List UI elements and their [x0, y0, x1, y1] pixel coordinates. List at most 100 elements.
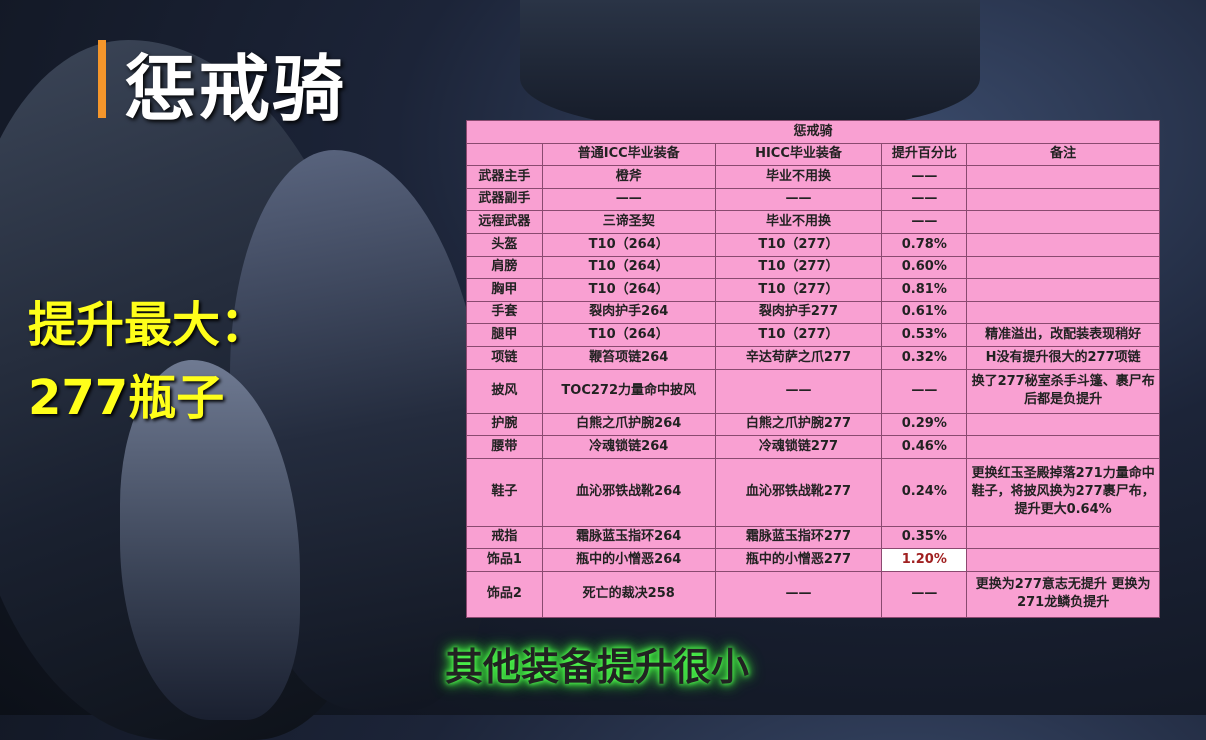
table-row: 手套 裂肉护手264 裂肉护手277 0.61% — [466, 300, 1160, 325]
table-title: 惩戒骑 — [466, 120, 1160, 144]
table-cell: 辛达苟萨之爪277 — [714, 345, 883, 370]
table-cell: —— — [881, 165, 968, 189]
table-cell: 0.32% — [881, 345, 968, 370]
table-cell: —— — [881, 187, 968, 212]
table-cell: 裂肉护手277 — [714, 300, 883, 325]
table-cell: 0.78% — [881, 232, 968, 257]
table-cell: 鞋子 — [466, 457, 543, 527]
table-cell: 更换红玉圣殿掉落271力量命中鞋子，将披风换为277裹尸布，提升更大0.64% — [966, 457, 1160, 527]
column-header: HICC毕业装备 — [714, 142, 883, 167]
table-cell: 手套 — [466, 300, 543, 325]
table-row: 戒指 霜脉蓝玉指环264 霜脉蓝玉指环277 0.35% — [466, 525, 1160, 550]
table-cell: 武器主手 — [466, 165, 543, 189]
table-cell: 戒指 — [466, 525, 543, 550]
table-cell: 更换为277意志无提升 更换为271龙鳞负提升 — [966, 570, 1160, 618]
highlight-line-2: 277瓶子 — [28, 370, 225, 426]
table-cell: 血沁邪铁战靴264 — [541, 457, 716, 527]
table-row: 武器主手 橙斧 毕业不用换 —— — [466, 165, 1160, 189]
table-row: 披风 TOC272力量命中披风 —— —— 换了277秘室杀手斗篷、裹尸布后都是负提升 — [466, 368, 1160, 414]
table-cell: 瓶中的小憎恶264 — [541, 548, 716, 572]
table-cell: —— — [541, 187, 716, 212]
table-cell: —— — [881, 368, 968, 414]
column-header: 备注 — [966, 142, 1160, 167]
table-cell: 饰品1 — [466, 548, 543, 572]
table-row: 腰带 冷魂锁链264 冷魂锁链277 0.46% — [466, 435, 1160, 459]
table-cell — [966, 548, 1160, 572]
table-cell — [966, 278, 1160, 302]
table-cell: 冷魂锁链277 — [714, 435, 883, 459]
table-cell: 腰带 — [466, 435, 543, 459]
gear-table: 惩戒骑 普通ICC毕业装备 HICC毕业装备 提升百分比 备注 武器主手 橙斧 毕业不用换… — [466, 120, 1160, 618]
table-row: 头盔 T10（264） T10（277） 0.78% — [466, 232, 1160, 257]
table-cell: T10（264） — [541, 323, 716, 347]
table-cell: 武器副手 — [466, 187, 543, 212]
table-cell — [966, 412, 1160, 437]
table-cell: 霜脉蓝玉指环264 — [541, 525, 716, 550]
table-row: 项链 鞭笞项链264 辛达苟萨之爪277 0.32% H没有提升很大的277项链 — [466, 345, 1160, 370]
table-cell: 白熊之爪护腕277 — [714, 412, 883, 437]
table-row: 武器副手 —— —— —— — [466, 187, 1160, 212]
table-cell: 1.20% — [881, 548, 968, 572]
table-cell: —— — [714, 187, 883, 212]
table-row: 远程武器 三谛圣契 毕业不用换 —— — [466, 210, 1160, 234]
table-cell: 霜脉蓝玉指环277 — [714, 525, 883, 550]
table-cell: 0.24% — [881, 457, 968, 527]
table-cell: 0.61% — [881, 300, 968, 325]
table-cell: 腿甲 — [466, 323, 543, 347]
table-title-row: 惩戒骑 — [466, 120, 1160, 144]
table-cell: 0.29% — [881, 412, 968, 437]
table-cell: 0.60% — [881, 255, 968, 280]
background-mountain — [520, 0, 980, 130]
table-cell — [966, 232, 1160, 257]
table-cell: T10（264） — [541, 232, 716, 257]
table-cell: 血沁邪铁战靴277 — [714, 457, 883, 527]
table-cell: 饰品2 — [466, 570, 543, 618]
table-cell: 肩膀 — [466, 255, 543, 280]
table-cell: 护腕 — [466, 412, 543, 437]
table-cell — [966, 255, 1160, 280]
table-cell: —— — [881, 570, 968, 618]
table-cell: T10（277） — [714, 323, 883, 347]
table-cell: 三谛圣契 — [541, 210, 716, 234]
title-accent-bar — [98, 40, 106, 118]
table-cell: 冷魂锁链264 — [541, 435, 716, 459]
video-title: 惩戒骑 — [124, 47, 347, 131]
table-row: 护腕 白熊之爪护腕264 白熊之爪护腕277 0.29% — [466, 412, 1160, 437]
table-cell — [966, 165, 1160, 189]
column-header: 提升百分比 — [881, 142, 968, 167]
table-cell: 橙斧 — [541, 165, 716, 189]
table-cell — [966, 300, 1160, 325]
table-cell — [966, 187, 1160, 212]
table-cell: 精准溢出，改配装表现稍好 — [966, 323, 1160, 347]
table-cell: 鞭笞项链264 — [541, 345, 716, 370]
table-cell: 裂肉护手264 — [541, 300, 716, 325]
table-cell: T10（277） — [714, 278, 883, 302]
column-header — [466, 142, 543, 167]
table-cell — [966, 210, 1160, 234]
table-cell: —— — [881, 210, 968, 234]
table-cell: T10（264） — [541, 278, 716, 302]
table-cell — [966, 525, 1160, 550]
highlight-line-1: 提升最大： — [28, 297, 269, 353]
table-cell: 0.81% — [881, 278, 968, 302]
table-cell: T10（277） — [714, 232, 883, 257]
table-cell: —— — [714, 368, 883, 414]
table-cell: 0.46% — [881, 435, 968, 459]
table-cell: H没有提升很大的277项链 — [966, 345, 1160, 370]
table-cell: T10（264） — [541, 255, 716, 280]
table-cell: 白熊之爪护腕264 — [541, 412, 716, 437]
table-row: 腿甲 T10（264） T10（277） 0.53% 精准溢出，改配装表现稍好 — [466, 323, 1160, 347]
table-cell: 毕业不用换 — [714, 165, 883, 189]
column-header: 普通ICC毕业装备 — [541, 142, 716, 167]
table-row: 肩膀 T10（264） T10（277） 0.60% — [466, 255, 1160, 280]
table-cell: 死亡的裁决258 — [541, 570, 716, 618]
table-row: 胸甲 T10（264） T10（277） 0.81% — [466, 278, 1160, 302]
table-cell: 头盔 — [466, 232, 543, 257]
table-cell: —— — [714, 570, 883, 618]
table-row: 饰品1 瓶中的小憎恶264 瓶中的小憎恶277 1.20% — [466, 548, 1160, 572]
table-row: 鞋子 血沁邪铁战靴264 血沁邪铁战靴277 0.24% 更换红玉圣殿掉落271力量命中… — [466, 457, 1160, 527]
table-cell: TOC272力量命中披风 — [541, 368, 716, 414]
table-cell: 项链 — [466, 345, 543, 370]
table-cell: 披风 — [466, 368, 543, 414]
table-cell — [966, 435, 1160, 459]
